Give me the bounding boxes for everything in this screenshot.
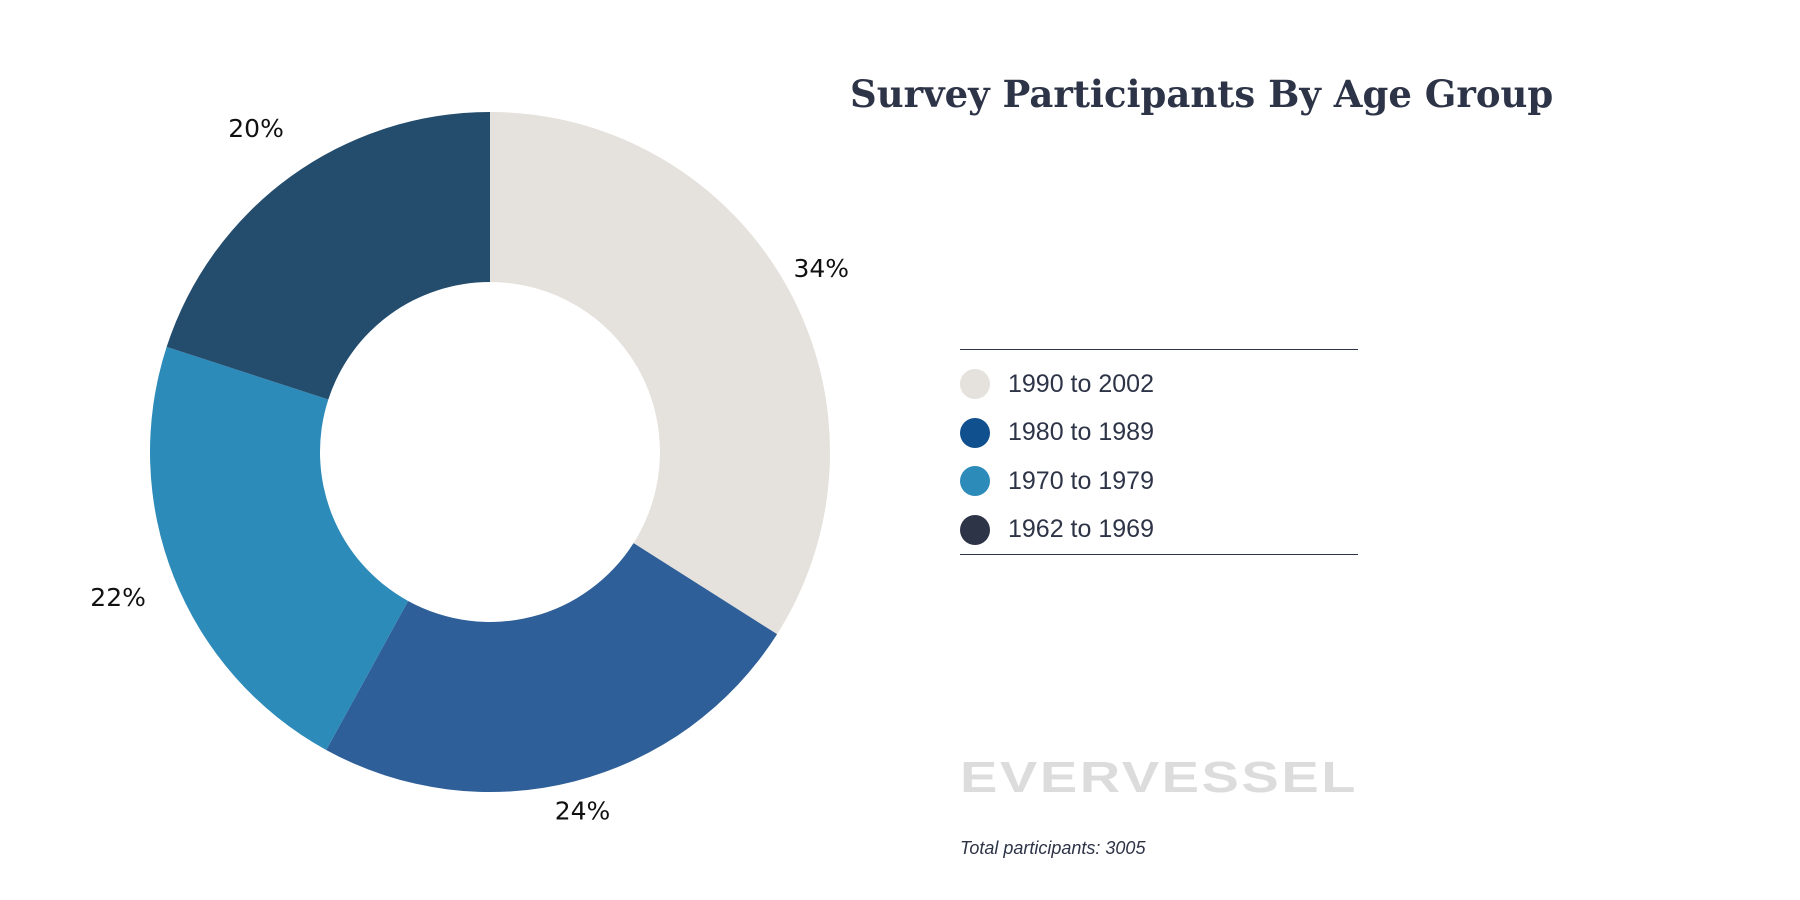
slice-label-1990-2002: 34% — [793, 254, 849, 283]
legend-label-1962-1969: 1962 to 1969 — [1008, 515, 1154, 544]
evervessel-logo: EVERVESSEL — [960, 756, 1358, 796]
legend-item-1990-2002: 1990 to 2002 — [960, 360, 1358, 409]
slice-1962-1969 — [166, 112, 490, 400]
legend-label-1970-1979: 1970 to 1979 — [1008, 466, 1154, 495]
legend-item-1980-1989: 1980 to 1989 — [960, 409, 1358, 458]
legend-swatch-1970-1979 — [960, 466, 990, 497]
legend-label-1980-1989: 1980 to 1989 — [1008, 418, 1154, 447]
chart-title: Survey Participants By Age Group — [850, 72, 1554, 116]
legend-swatch-1980-1989 — [960, 417, 990, 448]
slice-1980-1989 — [326, 543, 778, 792]
donut-chart: 34% 24% 22% 20% — [90, 112, 849, 825]
legend-swatch-1962-1969 — [960, 514, 990, 545]
legend-swatch-1990-2002 — [960, 369, 990, 400]
slice-label-1980-1989: 24% — [555, 796, 611, 825]
slice-1970-1979 — [150, 346, 409, 750]
legend-label-1990-2002: 1990 to 2002 — [1008, 369, 1154, 398]
legend: 1990 to 2002 1980 to 1989 1970 to 1979 1… — [960, 349, 1358, 555]
logo-wordmark: EVERVESSEL — [960, 756, 1358, 796]
legend-item-1962-1969: 1962 to 1969 — [960, 506, 1358, 555]
slice-label-1970-1979: 22% — [90, 583, 146, 612]
total-participants-note: Total participants: 3005 — [960, 838, 1146, 858]
slice-label-1962-1969: 20% — [228, 114, 284, 143]
slice-1990-2002 — [490, 112, 830, 635]
legend-item-1970-1979: 1970 to 1979 — [960, 457, 1358, 506]
